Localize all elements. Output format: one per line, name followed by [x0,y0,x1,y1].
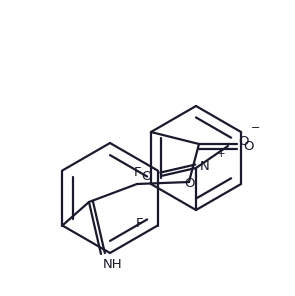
Text: O: O [239,134,249,147]
Text: NH: NH [103,258,123,271]
Text: O: O [244,139,254,152]
Text: −: − [251,123,261,133]
Text: F: F [136,217,143,230]
Text: F: F [134,166,141,179]
Text: O: O [142,170,152,183]
Text: N: N [200,160,210,173]
Text: +: + [217,149,225,159]
Text: O: O [185,176,195,189]
